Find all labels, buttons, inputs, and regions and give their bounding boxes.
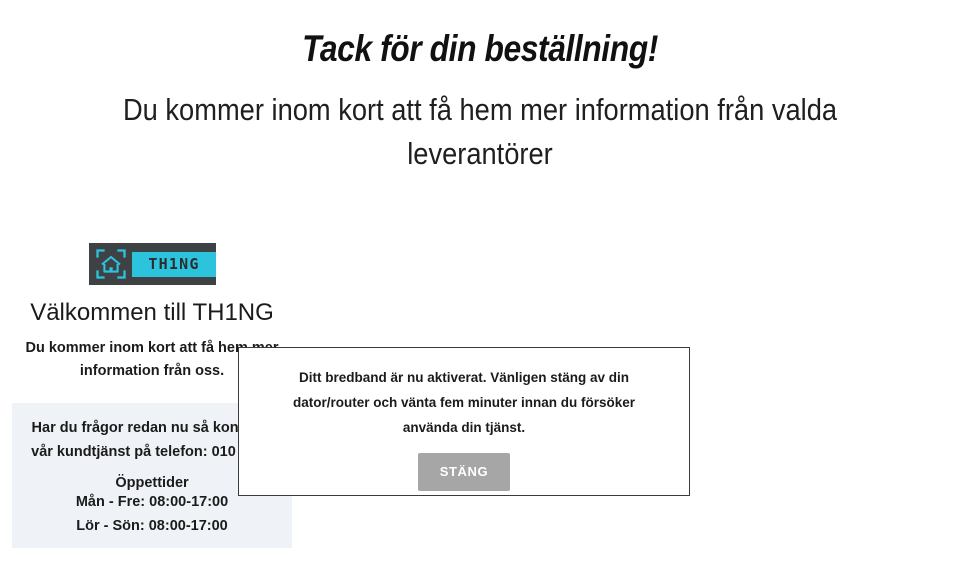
page-title: Tack för din beställning!	[302, 28, 658, 69]
opening-hours-weekend: Lör - Sön: 08:00-17:00	[76, 517, 228, 534]
contact-text: Har du frågor redan nu så kontakta vår k…	[31, 420, 273, 460]
activation-modal: Ditt bredband är nu aktiverat. Vänligen …	[238, 347, 690, 496]
provider-card: TH1NG Välkommen till TH1NG Du kommer ino…	[12, 243, 292, 383]
opening-hours-weekday: Mån - Fre: 08:00-17:00	[75, 493, 229, 510]
page-subtitle: Du kommer inom kort att få hem mer infor…	[122, 92, 838, 172]
provider-heading: Välkommen till TH1NG	[30, 299, 274, 326]
modal-message: Ditt bredband är nu aktiverat. Vänligen …	[292, 370, 636, 435]
house-scan-icon	[96, 249, 126, 279]
provider-body-text: Du kommer inom kort att få hem mer infor…	[25, 340, 279, 380]
thing-logo: TH1NG	[89, 243, 216, 285]
modal-close-button[interactable]: STÄNG	[418, 452, 510, 491]
thing-wordmark: TH1NG	[132, 251, 216, 277]
opening-hours-title: Öppettider	[115, 474, 189, 491]
thing-wordmark-text: TH1NG	[148, 254, 200, 273]
